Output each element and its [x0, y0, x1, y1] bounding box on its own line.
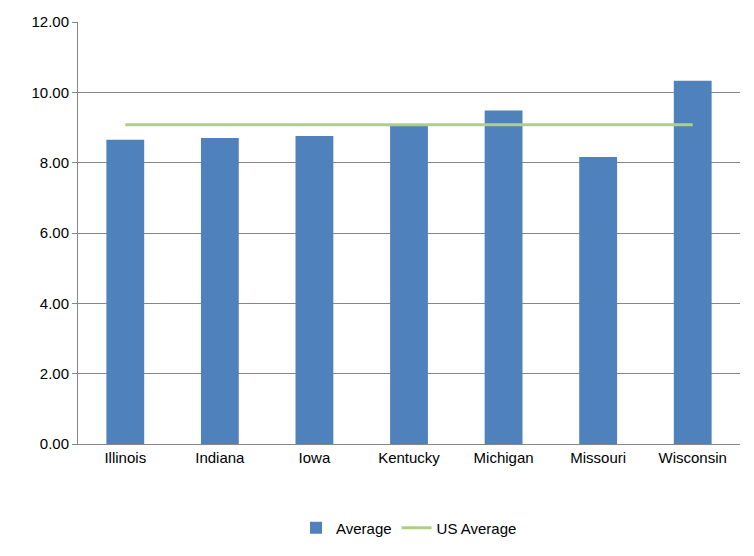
svg-text:Iowa: Iowa	[299, 449, 331, 466]
svg-text:US Average: US Average	[437, 520, 517, 537]
svg-text:Missouri: Missouri	[570, 449, 626, 466]
svg-text:Indiana: Indiana	[195, 449, 245, 466]
svg-text:Average: Average	[336, 520, 392, 537]
svg-text:8.00: 8.00	[40, 154, 69, 171]
svg-text:Michigan: Michigan	[474, 449, 534, 466]
svg-text:2.00: 2.00	[40, 365, 69, 382]
svg-text:12.00: 12.00	[31, 13, 69, 30]
svg-text:4.00: 4.00	[40, 295, 69, 312]
svg-text:Kentucky: Kentucky	[378, 449, 440, 466]
svg-text:Wisconsin: Wisconsin	[659, 449, 727, 466]
svg-text:0.00: 0.00	[40, 435, 69, 452]
svg-text:6.00: 6.00	[40, 224, 69, 241]
svg-text:10.00: 10.00	[31, 84, 69, 101]
svg-text:Illinois: Illinois	[104, 449, 146, 466]
